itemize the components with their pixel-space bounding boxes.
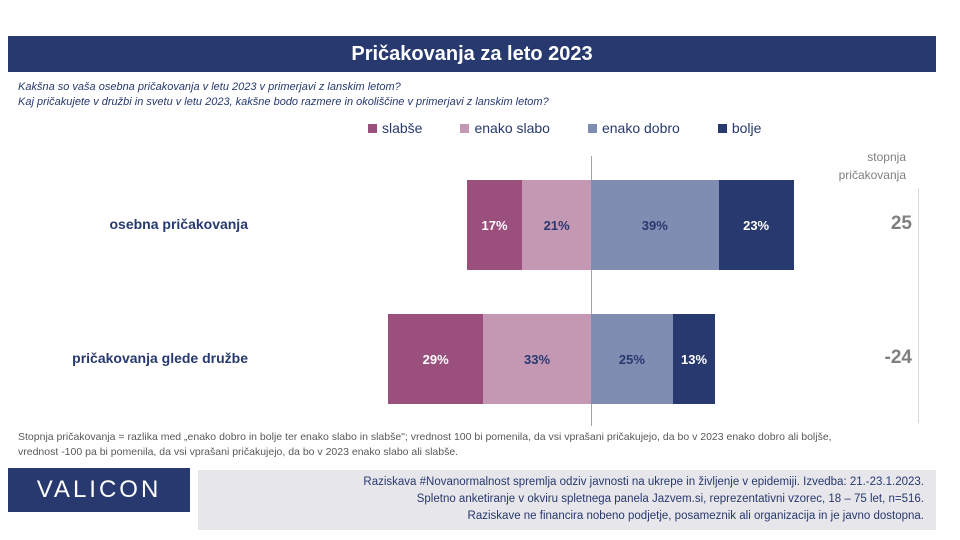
legend-label-3: bolje: [731, 120, 762, 136]
expectation-index-header: stopnja pričakovanja: [800, 148, 906, 184]
legend-item-1: enako slabo: [460, 120, 550, 136]
category-label-0: osebna pričakovanja: [109, 216, 248, 232]
bar-segment-1-0: 29%: [388, 314, 484, 404]
legend-swatch-1: [460, 123, 470, 133]
survey-info-box: Raziskava #Novanormalnost spremlja odziv…: [198, 470, 936, 530]
expectation-index-value-0: 25: [890, 213, 912, 234]
bar-segment-0-3: 23%: [718, 180, 794, 270]
info-line-1: Raziskava #Novanormalnost spremlja odziv…: [363, 476, 924, 488]
data-label-1-1: 33%: [524, 351, 551, 367]
category-label-1: pričakovanja glede družbe: [72, 350, 248, 366]
footnote: Stopnja pričakovanja = razlika med „enak…: [18, 430, 918, 460]
legend-item-3: bolje: [717, 120, 762, 136]
bar-segment-0-0: 17%: [466, 180, 523, 270]
legend-label-2: enako dobro: [601, 120, 680, 136]
bar-segment-1-3: 13%: [672, 314, 716, 404]
chart-title: Pričakovanja za leto 2023: [8, 36, 936, 72]
expectation-index-header-line2: pričakovanja: [838, 168, 906, 182]
legend-label-1: enako slabo: [474, 120, 550, 136]
data-label-0-1: 21%: [543, 217, 570, 233]
footnote-line-1: Stopnja pričakovanja = razlika med „enak…: [18, 431, 832, 443]
bar-segment-0-1: 21%: [522, 180, 591, 270]
expectation-index-value-1: -24: [884, 347, 912, 368]
data-label-1-2: 25%: [618, 351, 645, 367]
bar-segment-1-1: 33%: [483, 314, 591, 404]
valicon-logo-text: VALICON: [36, 476, 162, 503]
index-divider: [918, 188, 919, 423]
legend-swatch-2: [587, 123, 597, 133]
legend-item-2: enako dobro: [587, 120, 680, 136]
zero-axis-line: [591, 156, 592, 426]
expectation-index-header-line1: stopnja: [867, 150, 906, 164]
footnote-line-2: vrednost -100 pa bi pomenila, da vsi vpr…: [18, 446, 459, 458]
chart-legend: slabše enako slabo enako dobro bolje: [368, 118, 799, 138]
info-line-2: Spletno anketiranje v okviru spletnega p…: [416, 493, 924, 505]
data-label-0-3: 23%: [743, 217, 770, 233]
question-society: Kaj pričakujete v družbi in svetu v letu…: [18, 96, 549, 108]
data-label-1-3: 13%: [680, 351, 708, 367]
valicon-logo: VALICON: [8, 468, 190, 512]
info-line-3: Raziskave ne financira nobeno podjetje, …: [467, 510, 924, 522]
legend-swatch-3: [717, 123, 727, 133]
data-label-0-2: 39%: [641, 217, 668, 233]
bar-segment-1-2: 25%: [591, 314, 673, 404]
survey-questions: Kakšna so vaša osebna pričakovanja v let…: [18, 80, 549, 110]
question-personal: Kakšna so vaša osebna pričakovanja v let…: [18, 81, 401, 93]
legend-label-0: slabše: [382, 120, 423, 136]
legend-swatch-0: [368, 123, 377, 133]
data-label-0-0: 17%: [481, 217, 508, 233]
data-label-1-0: 29%: [422, 351, 449, 367]
chart-title-text: Pričakovanja za leto 2023: [351, 42, 593, 65]
legend-item-0: slabše: [368, 120, 422, 136]
bar-segment-0-2: 39%: [591, 180, 719, 270]
